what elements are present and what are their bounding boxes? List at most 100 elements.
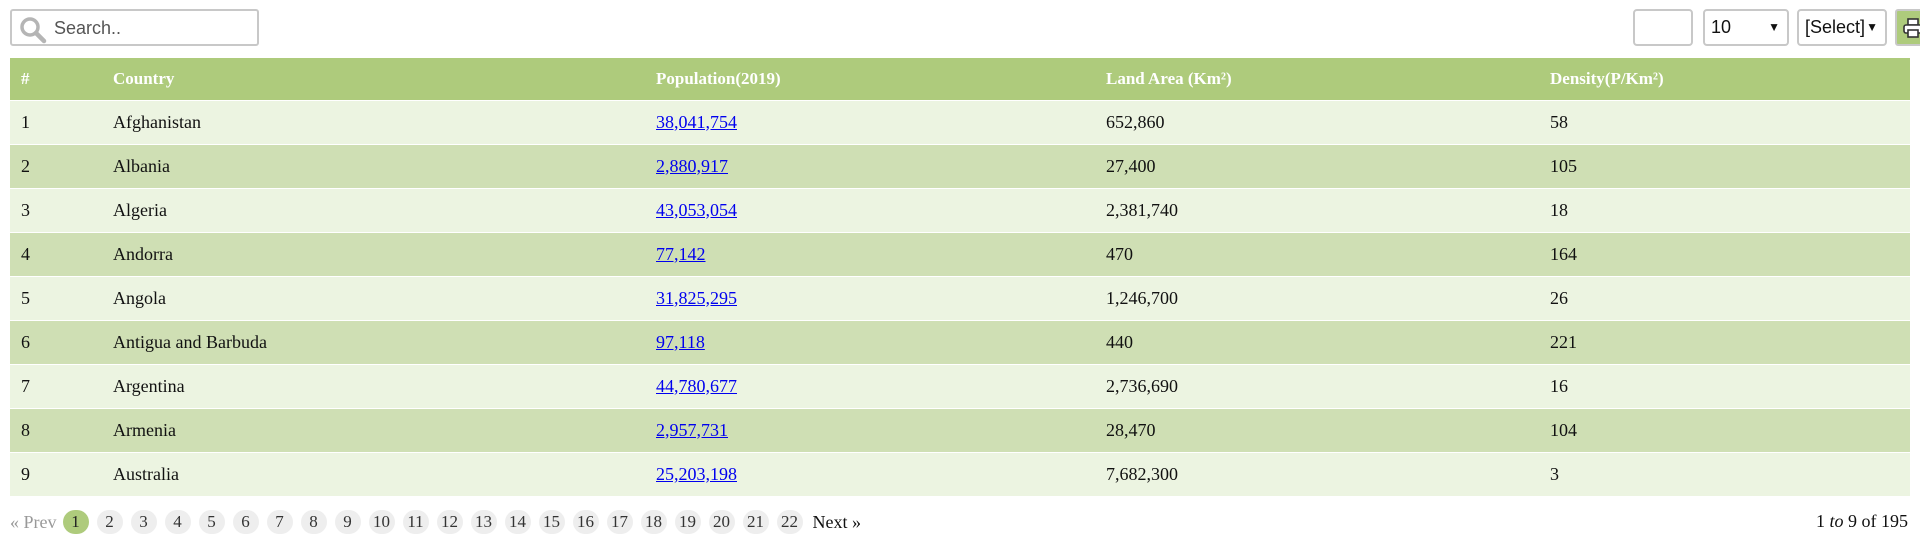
population-cell: 97,118 bbox=[645, 320, 1095, 364]
page-button[interactable]: 12 bbox=[436, 510, 463, 534]
population-link[interactable]: 43,053,054 bbox=[656, 199, 737, 220]
page-button[interactable]: 16 bbox=[572, 510, 599, 534]
land-area-cell: 2,736,690 bbox=[1106, 375, 1178, 396]
row-number: 5 bbox=[21, 287, 30, 308]
page-button[interactable]: 3 bbox=[130, 510, 157, 534]
population-link[interactable]: 44,780,677 bbox=[656, 375, 737, 396]
page-button[interactable]: 8 bbox=[300, 510, 327, 534]
country-name: Albania bbox=[113, 155, 170, 176]
density-cell: 221 bbox=[1550, 331, 1577, 352]
population-cell: 2,880,917 bbox=[645, 144, 1095, 188]
chevron-down-icon: ▼ bbox=[1866, 20, 1878, 34]
density-cell: 18 bbox=[1550, 199, 1568, 220]
page-button[interactable]: 13 bbox=[470, 510, 497, 534]
table-row: 4 Andorra 77,142 470 164 bbox=[10, 232, 1910, 276]
population-cell: 77,142 bbox=[645, 232, 1095, 276]
table-row: 5 Angola 31,825,295 1,246,700 26 bbox=[10, 276, 1910, 320]
info-end: 9 bbox=[1848, 511, 1857, 531]
density-cell: 58 bbox=[1550, 111, 1568, 132]
population-link[interactable]: 38,041,754 bbox=[656, 111, 737, 132]
column-select-value: [Select] bbox=[1805, 17, 1866, 37]
page-button[interactable]: 17 bbox=[606, 510, 633, 534]
prev-page-link[interactable]: « Prev bbox=[10, 511, 57, 532]
country-name: Afghanistan bbox=[113, 111, 201, 132]
pagination: « Prev 1 2 3 4 5 6 7 8 9 10 11 12 13 14 … bbox=[10, 507, 861, 537]
print-button[interactable] bbox=[1895, 9, 1920, 46]
country-name: Argentina bbox=[113, 375, 185, 396]
row-number: 9 bbox=[21, 463, 30, 484]
chevron-down-icon: ▼ bbox=[1768, 20, 1780, 34]
page-button[interactable]: 2 bbox=[96, 510, 123, 534]
info-total: 195 bbox=[1881, 511, 1908, 531]
page-button[interactable]: 11 bbox=[402, 510, 429, 534]
page-button[interactable]: 6 bbox=[232, 510, 259, 534]
country-name: Antigua and Barbuda bbox=[113, 331, 267, 352]
population-cell: 25,203,198 bbox=[645, 452, 1095, 496]
column-header-population[interactable]: Population(2019) bbox=[656, 68, 781, 88]
info-start: 1 bbox=[1815, 511, 1825, 531]
row-number: 8 bbox=[21, 419, 30, 440]
density-cell: 164 bbox=[1550, 243, 1577, 264]
page-button-current[interactable]: 1 bbox=[62, 510, 89, 534]
record-count-info: 1 to 9 of 195 bbox=[1816, 511, 1908, 532]
row-number: 4 bbox=[21, 243, 30, 264]
land-area-cell: 27,400 bbox=[1106, 155, 1156, 176]
row-number: 6 bbox=[21, 331, 30, 352]
table-row: 7 Argentina 44,780,677 2,736,690 16 bbox=[10, 364, 1910, 408]
row-number: 3 bbox=[21, 199, 30, 220]
table-row: 1 Afghanistan 38,041,754 652,860 58 bbox=[10, 100, 1910, 144]
population-cell: 38,041,754 bbox=[645, 100, 1095, 144]
table-row: 9 Australia 25,203,198 7,682,300 3 bbox=[10, 452, 1910, 496]
land-area-cell: 470 bbox=[1106, 243, 1133, 264]
population-cell: 43,053,054 bbox=[645, 188, 1095, 232]
info-to: to bbox=[1829, 511, 1844, 531]
column-header-density[interactable]: Density(P/Km²) bbox=[1550, 68, 1664, 88]
table-row: 6 Antigua and Barbuda 97,118 440 221 bbox=[10, 320, 1910, 364]
land-area-cell: 440 bbox=[1106, 331, 1133, 352]
table-row: 8 Armenia 2,957,731 28,470 104 bbox=[10, 408, 1910, 452]
search-box[interactable] bbox=[10, 9, 259, 46]
page-button[interactable]: 10 bbox=[368, 510, 395, 534]
country-name: Andorra bbox=[113, 243, 173, 264]
row-number: 1 bbox=[21, 111, 30, 132]
page-button[interactable]: 15 bbox=[538, 510, 565, 534]
population-link[interactable]: 2,957,731 bbox=[656, 419, 728, 440]
population-link[interactable]: 77,142 bbox=[656, 243, 706, 264]
density-cell: 105 bbox=[1550, 155, 1577, 176]
table-row: 2 Albania 2,880,917 27,400 105 bbox=[10, 144, 1910, 188]
population-link[interactable]: 25,203,198 bbox=[656, 463, 737, 484]
population-link[interactable]: 97,118 bbox=[656, 331, 705, 352]
column-header-number[interactable]: # bbox=[21, 68, 30, 88]
page-jump-input[interactable] bbox=[1633, 9, 1693, 46]
search-icon bbox=[20, 17, 47, 44]
page-button[interactable]: 19 bbox=[674, 510, 701, 534]
page-button[interactable]: 5 bbox=[198, 510, 225, 534]
page-button[interactable]: 9 bbox=[334, 510, 361, 534]
page-button[interactable]: 21 bbox=[742, 510, 769, 534]
page-button[interactable]: 14 bbox=[504, 510, 531, 534]
country-name: Armenia bbox=[113, 419, 176, 440]
country-name: Algeria bbox=[113, 199, 167, 220]
density-cell: 3 bbox=[1550, 463, 1559, 484]
population-link[interactable]: 31,825,295 bbox=[656, 287, 737, 308]
country-name: Angola bbox=[113, 287, 166, 308]
land-area-cell: 28,470 bbox=[1106, 419, 1156, 440]
search-input[interactable] bbox=[52, 14, 256, 43]
page-button[interactable]: 4 bbox=[164, 510, 191, 534]
row-number: 7 bbox=[21, 375, 30, 396]
column-header-country[interactable]: Country bbox=[113, 68, 175, 88]
page-button[interactable]: 22 bbox=[776, 510, 803, 534]
land-area-cell: 1,246,700 bbox=[1106, 287, 1178, 308]
page-button[interactable]: 18 bbox=[640, 510, 667, 534]
column-select[interactable]: [Select] ▼ bbox=[1797, 9, 1887, 46]
column-header-land-area[interactable]: Land Area (Km²) bbox=[1106, 68, 1232, 88]
population-link[interactable]: 2,880,917 bbox=[656, 155, 728, 176]
page-button[interactable]: 7 bbox=[266, 510, 293, 534]
next-page-link[interactable]: Next » bbox=[812, 511, 862, 532]
printer-icon bbox=[1903, 18, 1920, 38]
page-button[interactable]: 20 bbox=[708, 510, 735, 534]
table-row: 3 Algeria 43,053,054 2,381,740 18 bbox=[10, 188, 1910, 232]
population-cell: 31,825,295 bbox=[645, 276, 1095, 320]
page-size-select[interactable]: 10 ▼ bbox=[1703, 9, 1789, 46]
population-cell: 44,780,677 bbox=[645, 364, 1095, 408]
